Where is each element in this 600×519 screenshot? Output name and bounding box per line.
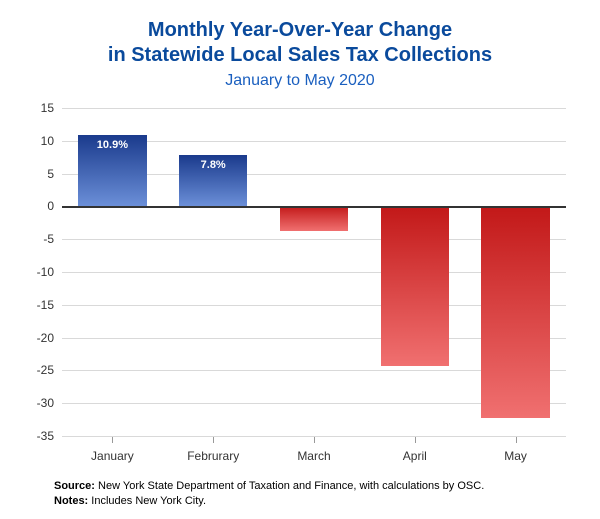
x-tick-label: March — [264, 437, 365, 463]
y-tick-label: -10 — [37, 265, 54, 279]
bar: -32.3% — [481, 206, 550, 418]
x-tick-label: May — [465, 437, 566, 463]
footnotes: Source: New York State Department of Tax… — [54, 479, 576, 509]
title-line-2: in Statewide Local Sales Tax Collections — [108, 44, 492, 66]
y-tick-label: 0 — [47, 199, 54, 213]
bar-slot: -3.7% — [264, 108, 365, 436]
y-tick-label: 15 — [41, 101, 54, 115]
bar-value-label: 10.9% — [78, 139, 147, 151]
bar-value-label: 7.8% — [179, 159, 248, 171]
y-tick-label: -25 — [37, 363, 54, 377]
bar: 10.9% — [78, 135, 147, 207]
bar-value-label: -3.7% — [280, 190, 349, 202]
x-axis: JanuaryFebruraryMarchAprilMay — [62, 436, 566, 463]
bar-slot: 10.9% — [62, 108, 163, 436]
chart-title: Monthly Year-Over-Year Change in Statewi… — [16, 18, 584, 68]
plot-area: 151050-5-10-15-20-25-30-3510.9%7.8%-3.7%… — [62, 108, 566, 436]
bar-value-label: -24.4% — [381, 190, 450, 202]
source-label: Source: — [54, 480, 95, 492]
y-tick-label: -35 — [37, 429, 54, 443]
bar-slot: 7.8% — [163, 108, 264, 436]
notes-label: Notes: — [54, 495, 88, 507]
chart-area: 151050-5-10-15-20-25-30-3510.9%7.8%-3.7%… — [24, 108, 576, 463]
bar: -3.7% — [280, 206, 349, 230]
notes-text: Includes New York City. — [88, 495, 206, 507]
x-tick-label: Februrary — [163, 437, 264, 463]
y-tick-label: -5 — [43, 232, 54, 246]
bar: 7.8% — [179, 155, 248, 206]
y-tick-label: 5 — [47, 167, 54, 181]
x-tick-label: January — [62, 437, 163, 463]
zero-line — [62, 206, 566, 208]
y-tick-label: -15 — [37, 298, 54, 312]
notes-line: Notes: Includes New York City. — [54, 494, 576, 509]
x-tick-label: April — [364, 437, 465, 463]
bars-layer: 10.9% 7.8% -3.7% -24.4% -32.3% — [62, 108, 566, 436]
bar-value-label: -32.3% — [481, 190, 550, 202]
y-tick-label: 10 — [41, 134, 54, 148]
source-line: Source: New York State Department of Tax… — [54, 479, 576, 494]
source-text: New York State Department of Taxation an… — [95, 480, 484, 492]
bar-slot: -24.4% — [364, 108, 465, 436]
chart-subtitle: January to May 2020 — [16, 72, 584, 90]
bar-slot: -32.3% — [465, 108, 566, 436]
y-tick-label: -30 — [37, 396, 54, 410]
title-line-1: Monthly Year-Over-Year Change — [148, 19, 452, 41]
y-tick-label: -20 — [37, 331, 54, 345]
bar: -24.4% — [381, 206, 450, 366]
chart-container: Monthly Year-Over-Year Change in Statewi… — [0, 0, 600, 519]
